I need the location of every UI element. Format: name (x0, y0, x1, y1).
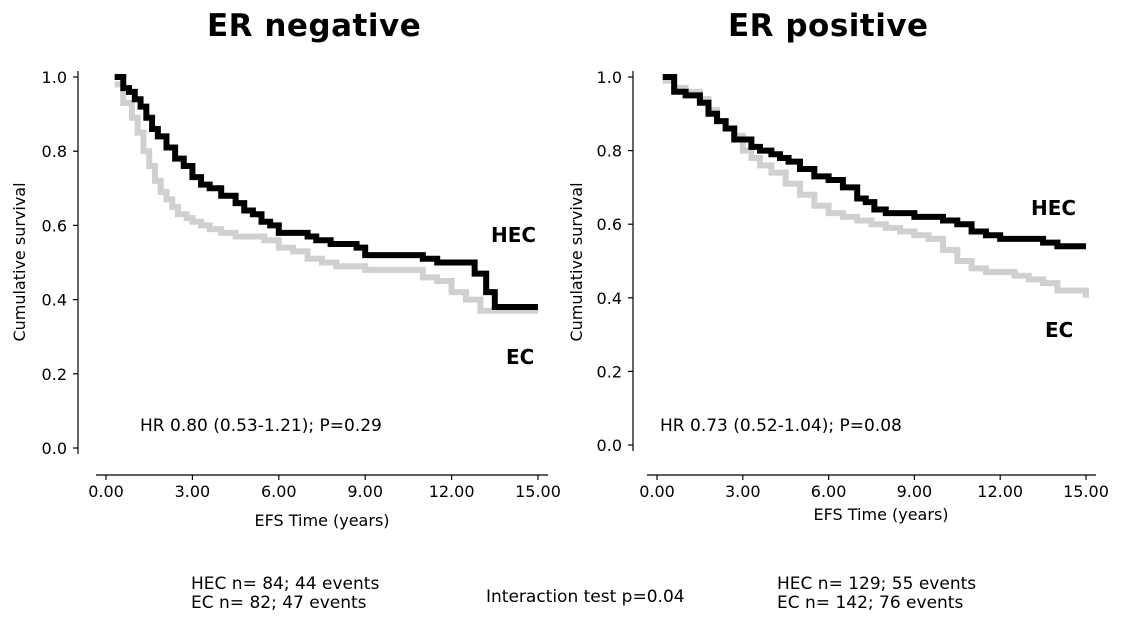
er-negative-hec-label: HEC (491, 223, 536, 247)
er-positive-y-axis-label: Cumulative survival (567, 182, 586, 341)
er-positive-x-tick-label: 6.00 (811, 482, 847, 501)
er-negative-y-tick-label: 0.0 (42, 439, 67, 458)
er-negative-y-tick-label: 0.8 (42, 142, 67, 161)
er-positive-y-tick-label: 0.0 (597, 436, 622, 455)
er-positive-x-tick-label: 0.00 (639, 482, 675, 501)
er-negative-x-tick-label: 0.00 (88, 482, 124, 501)
er-positive-y-tick-label: 0.4 (597, 289, 622, 308)
er-positive-hr-annotation: HR 0.73 (0.52-1.04); P=0.08 (660, 416, 902, 436)
er-positive-y-tick-label: 0.2 (597, 362, 622, 381)
er-positive-counts: HEC n= 129; 55 events EC n= 142; 76 even… (777, 575, 976, 613)
er-positive-hec-curve (662, 74, 1086, 250)
er-positive-x-tick-label: 15.00 (1063, 482, 1109, 501)
er-negative-chart (73, 71, 548, 480)
er-negative-y-tick-label: 0.6 (42, 216, 67, 235)
er-positive-x-tick-label: 3.00 (725, 482, 761, 501)
er-positive-y-tick-label: 0.6 (597, 215, 622, 234)
er-positive-y-tick-label: 1.0 (597, 68, 622, 87)
er-positive-x-axis-label: EFS Time (years) (813, 505, 948, 524)
er-negative-y-tick-label: 0.4 (42, 291, 67, 310)
er-negative-y-tick-label: 1.0 (42, 68, 67, 87)
er-positive-chart (628, 71, 1096, 480)
er-positive-ec-curve (662, 77, 1089, 298)
er-negative-counts: HEC n= 84; 44 events EC n= 82; 47 events (191, 575, 379, 613)
er-negative-y-axis-label: Cumulative survival (10, 182, 29, 341)
er-negative-x-axis-label: EFS Time (years) (254, 511, 389, 530)
er-negative-x-tick-label: 6.00 (261, 482, 297, 501)
er-positive-x-tick-label: 9.00 (897, 482, 933, 501)
er-negative-y-tick-label: 0.2 (42, 365, 67, 384)
er-negative-hec-count: HEC n= 84; 44 events (191, 574, 380, 594)
er-negative-hec-curve (114, 74, 538, 311)
interaction-test: Interaction test p=0.04 (486, 587, 685, 607)
er-positive-hec-count: HEC n= 129; 55 events (777, 574, 977, 594)
er-negative-x-tick-label: 12.00 (429, 482, 475, 501)
er-positive-title: ER positive (728, 8, 929, 44)
er-negative-x-tick-label: 9.00 (347, 482, 383, 501)
er-negative-hr-annotation: HR 0.80 (0.53-1.21); P=0.29 (140, 416, 382, 436)
er-negative-ec-curve (114, 81, 538, 314)
er-negative-ec-label: EC (506, 345, 534, 369)
er-positive-hec-label: HEC (1031, 196, 1076, 220)
er-positive-ec-label: EC (1045, 318, 1073, 342)
er-positive-x-tick-label: 12.00 (977, 482, 1023, 501)
er-positive-y-tick-label: 0.8 (597, 142, 622, 161)
er-negative-x-tick-label: 3.00 (175, 482, 211, 501)
er-negative-ec-count: EC n= 82; 47 events (191, 593, 367, 613)
er-positive-ec-count: EC n= 142; 76 events (777, 593, 964, 613)
er-negative-title: ER negative (207, 8, 422, 44)
er-negative-x-tick-label: 15.00 (515, 482, 561, 501)
